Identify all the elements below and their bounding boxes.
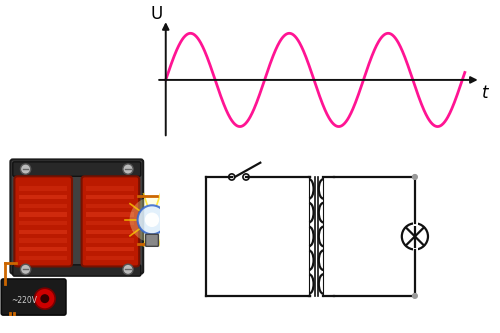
FancyBboxPatch shape bbox=[10, 160, 143, 274]
Text: ~220V: ~220V bbox=[11, 296, 37, 305]
FancyBboxPatch shape bbox=[19, 203, 67, 208]
FancyBboxPatch shape bbox=[86, 238, 134, 243]
FancyBboxPatch shape bbox=[19, 212, 67, 217]
Circle shape bbox=[34, 288, 55, 309]
Circle shape bbox=[412, 174, 418, 179]
FancyBboxPatch shape bbox=[146, 234, 158, 246]
FancyBboxPatch shape bbox=[82, 176, 139, 266]
FancyBboxPatch shape bbox=[19, 238, 67, 243]
FancyBboxPatch shape bbox=[19, 255, 67, 260]
FancyBboxPatch shape bbox=[19, 195, 67, 199]
FancyBboxPatch shape bbox=[86, 203, 134, 208]
FancyBboxPatch shape bbox=[86, 255, 134, 260]
FancyBboxPatch shape bbox=[86, 221, 134, 225]
FancyBboxPatch shape bbox=[86, 186, 134, 191]
FancyBboxPatch shape bbox=[19, 221, 67, 225]
Text: U: U bbox=[150, 5, 162, 23]
FancyBboxPatch shape bbox=[13, 162, 141, 176]
Circle shape bbox=[130, 197, 174, 242]
FancyBboxPatch shape bbox=[86, 195, 134, 199]
Circle shape bbox=[138, 205, 166, 234]
Circle shape bbox=[20, 164, 30, 174]
FancyBboxPatch shape bbox=[86, 229, 134, 234]
Circle shape bbox=[123, 264, 133, 274]
Circle shape bbox=[412, 293, 418, 298]
FancyBboxPatch shape bbox=[13, 265, 141, 276]
FancyBboxPatch shape bbox=[14, 176, 72, 266]
Text: t: t bbox=[482, 84, 488, 102]
FancyBboxPatch shape bbox=[2, 279, 66, 315]
FancyBboxPatch shape bbox=[19, 229, 67, 234]
Circle shape bbox=[40, 294, 50, 303]
FancyBboxPatch shape bbox=[86, 247, 134, 251]
Circle shape bbox=[145, 212, 159, 227]
FancyBboxPatch shape bbox=[86, 212, 134, 217]
Circle shape bbox=[20, 264, 30, 274]
Circle shape bbox=[123, 164, 133, 174]
FancyBboxPatch shape bbox=[19, 247, 67, 251]
FancyBboxPatch shape bbox=[19, 186, 67, 191]
